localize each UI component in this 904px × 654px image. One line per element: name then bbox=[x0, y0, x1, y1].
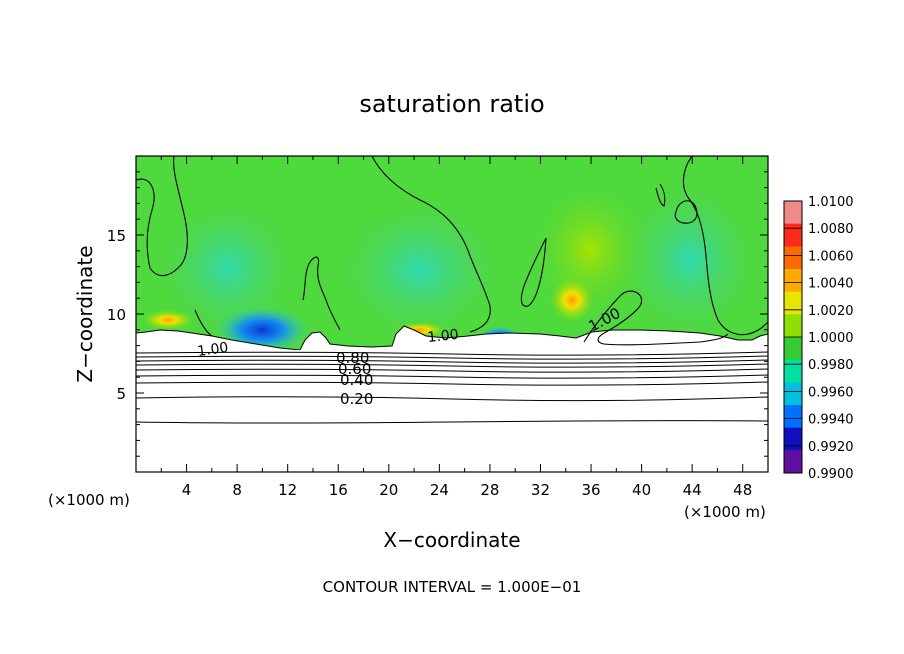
colorbar-swatch bbox=[784, 427, 802, 451]
chart-title: saturation ratio bbox=[359, 90, 544, 118]
colorbar-label: 0.9940 bbox=[808, 413, 854, 428]
y-axis-label: Z−coordinate bbox=[73, 245, 97, 382]
contour-label-0-20: 0.20 bbox=[340, 390, 373, 408]
colorbar-swatch bbox=[784, 359, 802, 383]
x-unit-left: (×1000 m) bbox=[48, 491, 130, 509]
plot-area bbox=[136, 156, 768, 472]
field-region-cyan-right bbox=[620, 180, 760, 340]
x-tick-label: 28 bbox=[480, 481, 499, 499]
x-tick-label: 32 bbox=[531, 481, 550, 499]
field-region-cyan-mid bbox=[335, 200, 505, 340]
colorbar-swatch bbox=[784, 314, 802, 338]
y-tick-label: 5 bbox=[116, 385, 126, 403]
contour-label-1-00-a: 1.00 bbox=[196, 340, 229, 360]
colorbar-swatch bbox=[784, 291, 802, 315]
lower-layer bbox=[136, 350, 768, 472]
field-region-orange-left bbox=[142, 310, 194, 330]
x-unit-right: (×1000 m) bbox=[684, 503, 766, 521]
y-tick-label: 10 bbox=[107, 306, 126, 324]
colorbar-label: 1.0040 bbox=[808, 277, 854, 292]
x-tick-label: 8 bbox=[232, 481, 242, 499]
x-tick-label: 16 bbox=[329, 481, 348, 499]
x-axis-label: X−coordinate bbox=[383, 528, 520, 552]
contour-label-1-00-b: 1.00 bbox=[427, 327, 460, 346]
colorbar: 1.0100 1.0080 1.0060 1.0040 1.0020 1.0000 0.99… bbox=[783, 195, 854, 482]
field-region-yellow-right bbox=[550, 278, 594, 322]
colorbar-swatch bbox=[784, 246, 802, 270]
colorbar-label: 1.0100 bbox=[808, 195, 854, 210]
colorbar-label: 1.0060 bbox=[808, 249, 854, 264]
colorbar-swatch bbox=[784, 337, 802, 361]
colorbar-swatch bbox=[784, 382, 802, 406]
colorbar-label: 1.0000 bbox=[808, 331, 854, 346]
colorbar-label: 1.0080 bbox=[808, 222, 854, 237]
y-tick-label: 15 bbox=[107, 227, 126, 245]
colorbar-swatch bbox=[784, 405, 802, 429]
contour-interval-text: CONTOUR INTERVAL = 1.000E−01 bbox=[323, 578, 582, 596]
colorbar-swatch bbox=[784, 450, 802, 474]
x-tick-label: 4 bbox=[182, 481, 192, 499]
colorbar-label: 0.9980 bbox=[808, 358, 854, 373]
x-tick-label: 44 bbox=[683, 481, 702, 499]
colorbar-swatch bbox=[784, 223, 802, 247]
x-tick-label: 40 bbox=[632, 481, 651, 499]
x-tick-label: 12 bbox=[278, 481, 297, 499]
x-tick-label: 36 bbox=[581, 481, 600, 499]
lower-contours bbox=[136, 351, 768, 424]
contour-label-0-40: 0.40 bbox=[340, 371, 373, 389]
colorbar-label: 0.9920 bbox=[808, 440, 854, 455]
x-tick-label: 20 bbox=[379, 481, 398, 499]
contour-label-0-60: 0.60 bbox=[338, 360, 371, 378]
colorbar-label: 0.9960 bbox=[808, 385, 854, 400]
field-region-cyan-left bbox=[158, 198, 298, 338]
x-tick-label: 48 bbox=[733, 481, 752, 499]
colorbar-label: 1.0020 bbox=[808, 304, 854, 319]
x-tick-label: 24 bbox=[430, 481, 449, 499]
colorbar-swatch bbox=[784, 201, 802, 225]
y-axis: 5 10 15 bbox=[107, 171, 768, 457]
x-axis: 4 8 12 16 20 24 28 32 36 40 44 48 bbox=[160, 156, 752, 499]
upper-contours bbox=[136, 156, 768, 346]
contour-label-0-80: 0.80 bbox=[336, 349, 369, 367]
colorbar-swatch bbox=[784, 269, 802, 293]
colorbar-label: 0.9900 bbox=[808, 467, 854, 482]
